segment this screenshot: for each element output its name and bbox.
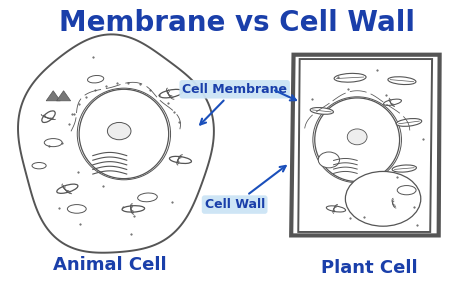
Ellipse shape [67, 205, 86, 213]
Polygon shape [18, 34, 214, 253]
Ellipse shape [159, 89, 182, 98]
Polygon shape [291, 55, 439, 235]
Ellipse shape [392, 165, 417, 172]
Ellipse shape [169, 156, 191, 164]
Text: Cell Wall: Cell Wall [204, 166, 286, 211]
Ellipse shape [108, 123, 131, 140]
Polygon shape [46, 91, 60, 101]
Ellipse shape [57, 184, 78, 193]
Ellipse shape [315, 98, 400, 182]
Ellipse shape [79, 89, 169, 179]
Text: Cell Membrane: Cell Membrane [182, 83, 287, 125]
Ellipse shape [44, 139, 62, 147]
Ellipse shape [137, 193, 157, 202]
Ellipse shape [326, 206, 346, 212]
Ellipse shape [334, 73, 366, 82]
Text: Plant Cell: Plant Cell [320, 259, 417, 277]
Ellipse shape [310, 108, 333, 114]
Ellipse shape [77, 88, 171, 180]
Text: Animal Cell: Animal Cell [53, 256, 166, 274]
Ellipse shape [313, 97, 401, 183]
Ellipse shape [384, 200, 405, 206]
Ellipse shape [346, 171, 421, 226]
Ellipse shape [383, 99, 401, 105]
Text: Membrane vs Cell Wall: Membrane vs Cell Wall [59, 9, 415, 37]
Polygon shape [56, 91, 71, 101]
Ellipse shape [88, 75, 104, 83]
Ellipse shape [397, 186, 416, 195]
Ellipse shape [42, 111, 55, 123]
Ellipse shape [318, 152, 339, 168]
Polygon shape [298, 59, 432, 232]
Ellipse shape [388, 77, 416, 85]
Ellipse shape [122, 206, 145, 212]
Ellipse shape [32, 162, 46, 169]
Ellipse shape [347, 129, 367, 145]
Ellipse shape [396, 118, 422, 126]
